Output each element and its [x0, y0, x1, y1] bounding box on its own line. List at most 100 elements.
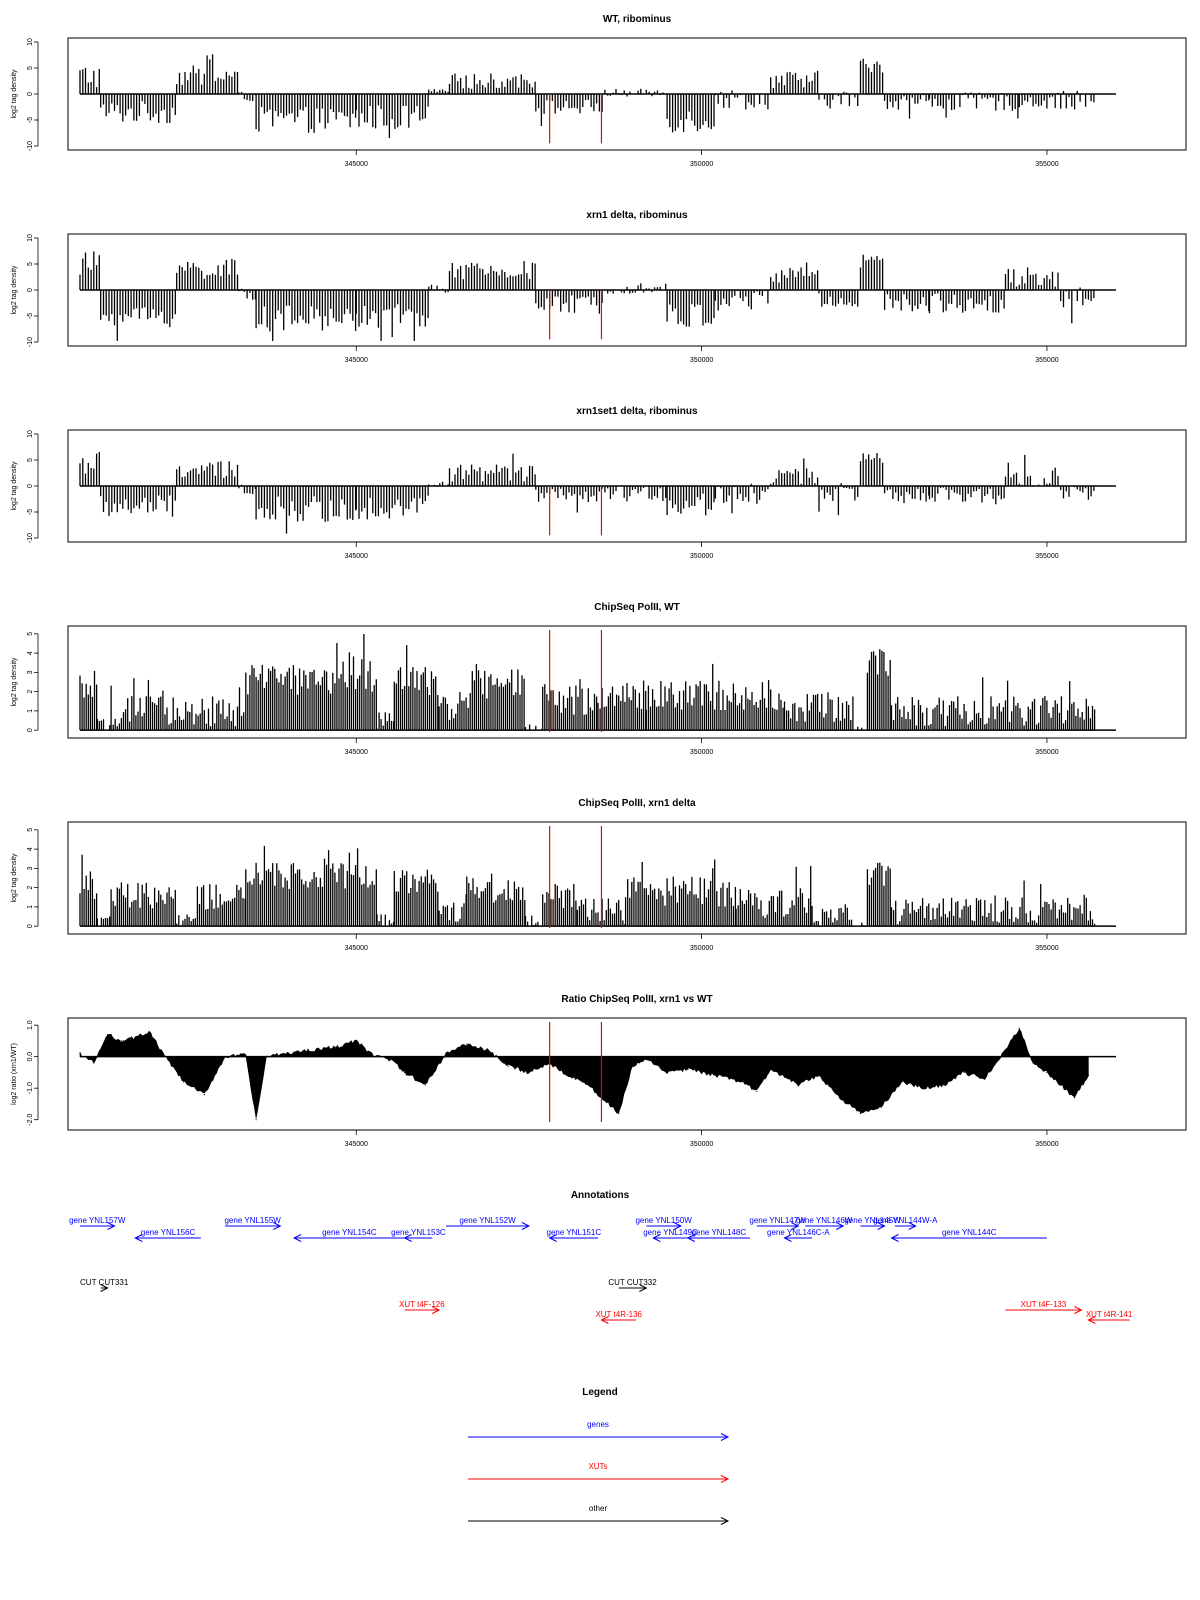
data-point	[107, 1034, 109, 1036]
x-tick-label: 345000	[345, 357, 368, 364]
data-point	[404, 1071, 406, 1073]
y-tick-label: 1	[27, 905, 34, 909]
data-point	[880, 1106, 882, 1108]
x-tick-label: 355000	[1035, 749, 1058, 756]
x-tick-label: 350000	[690, 749, 713, 756]
y-tick-label: 5	[27, 828, 34, 832]
data-point	[618, 1112, 620, 1114]
arrow-head-icon	[600, 1316, 609, 1324]
annotation-feature: gene YNL145W	[844, 1216, 901, 1230]
y-tick-label: -2.0	[27, 1114, 34, 1126]
arrow-head-icon	[720, 1475, 730, 1483]
data-point	[183, 1081, 185, 1083]
arrow-head-icon	[673, 1222, 682, 1230]
y-tick-label: 4	[27, 847, 34, 851]
y-tick-label: 5	[27, 458, 34, 462]
x-tick-label: 355000	[1035, 1141, 1058, 1148]
data-point	[714, 1075, 717, 1077]
data-point	[963, 1071, 965, 1073]
annotation-label: gene YNL153C	[391, 1228, 446, 1237]
annotation-label: XUT t4R-141	[1086, 1310, 1133, 1319]
arrow-head-icon	[273, 1222, 282, 1230]
y-tick-label: 1.0	[27, 1020, 34, 1030]
annotation-label: gene YNL148C	[692, 1228, 747, 1237]
y-axis-label: log2 ratio (xrn1/WT)	[11, 1043, 18, 1105]
data-series	[79, 251, 1095, 341]
chart-panel-5: ChipSeq PolII, xrn1 delta 0 1 2 3 4 5 log2 tag …	[11, 798, 1187, 952]
y-tick-label: -5	[27, 117, 34, 123]
plot-frame	[67, 37, 1187, 151]
y-axis-label: log2 tag density	[11, 853, 18, 903]
arrow-head-icon	[431, 1306, 441, 1314]
data-point	[818, 1075, 820, 1077]
y-tick-label: 0	[27, 288, 34, 292]
annotation-label: XUT t4F-133	[1021, 1300, 1067, 1309]
data-point	[390, 1059, 392, 1061]
y-tick-label: -10	[27, 141, 34, 151]
chart-title: ChipSeq PolII, xrn1 delta	[578, 798, 696, 809]
y-axis-label: log2 tag density	[11, 657, 18, 707]
annotation-label: CUT CUT332	[608, 1278, 657, 1287]
data-point	[120, 1040, 122, 1042]
y-tick-label: -1.0	[27, 1082, 34, 1094]
y-tick-label: 3	[27, 866, 34, 870]
data-point	[1074, 1097, 1076, 1099]
data-point	[255, 1119, 257, 1121]
data-point	[486, 1049, 489, 1051]
data-point	[770, 1068, 772, 1070]
annotation-feature: gene YNL157W	[69, 1216, 126, 1230]
data-series	[79, 54, 1095, 138]
data-point	[1032, 1062, 1034, 1064]
annotation-label: gene YNL146W	[796, 1216, 853, 1225]
data-series	[79, 1027, 1089, 1121]
data-point	[1087, 1075, 1089, 1077]
arrow-head-icon	[292, 1234, 302, 1242]
arrow-head-icon	[639, 1284, 648, 1292]
data-point	[162, 1052, 164, 1055]
data-point	[355, 1040, 357, 1042]
annotation-label: gene YNL156C	[141, 1228, 196, 1237]
data-point	[1004, 1049, 1007, 1051]
x-tick-label: 350000	[690, 357, 713, 364]
arrow-head-icon	[134, 1234, 143, 1242]
legend: Legend genes XUTs other	[468, 1387, 730, 1525]
data-point	[631, 1065, 634, 1067]
data-point	[687, 1068, 689, 1070]
arrow-head-icon	[548, 1234, 557, 1242]
y-axis-label: log2 tag density	[11, 265, 18, 315]
annotation-feature: gene YNL146W	[796, 1216, 853, 1230]
annotation-label: XUT t4R-136	[595, 1310, 642, 1319]
data-point	[424, 1084, 426, 1086]
annotation-feature: XUT t4R-141	[1086, 1310, 1133, 1324]
data-point	[797, 1084, 799, 1086]
data-series	[79, 846, 1096, 927]
annotation-label: gene YNL150W	[635, 1216, 692, 1225]
data-point	[245, 1054, 247, 1056]
annotation-label: gene YNL144W-A	[873, 1216, 938, 1225]
data-point	[334, 1046, 337, 1048]
legend-label: XUTs	[588, 1462, 607, 1471]
annotation-feature: gene YNL144W-A	[873, 1216, 938, 1230]
y-axis-label: log2 tag density	[11, 69, 18, 119]
chart-panel-4: ChipSeq PolII, WT 0 1 2 3 4 5 log2 tag density 3…	[11, 602, 1187, 756]
y-tick-label: 3	[27, 670, 34, 674]
arrow-head-icon	[686, 1234, 696, 1242]
annotation-label: gene YNL144C	[942, 1228, 997, 1237]
annotation-label: gene YNL155W	[224, 1216, 281, 1225]
data-series	[79, 451, 1095, 534]
y-tick-label: 0.0	[27, 1052, 34, 1062]
plot-frame	[67, 233, 1187, 347]
arrow-head-icon	[107, 1222, 116, 1230]
arrow-head-icon	[908, 1222, 917, 1230]
y-tick-label: 0	[27, 924, 34, 928]
data-point	[583, 1081, 585, 1083]
chart-title: WT, ribominus	[603, 14, 672, 25]
annotation-feature: XUT t4R-136	[595, 1310, 643, 1324]
x-tick-label: 350000	[690, 553, 713, 560]
plot-frame	[67, 625, 1187, 739]
annotation-label: gene YNL146C-A	[767, 1228, 830, 1237]
arrow-head-icon	[1074, 1306, 1083, 1314]
annotation-feature: gene YNL149C	[643, 1228, 698, 1242]
arrow-head-icon	[877, 1222, 886, 1230]
